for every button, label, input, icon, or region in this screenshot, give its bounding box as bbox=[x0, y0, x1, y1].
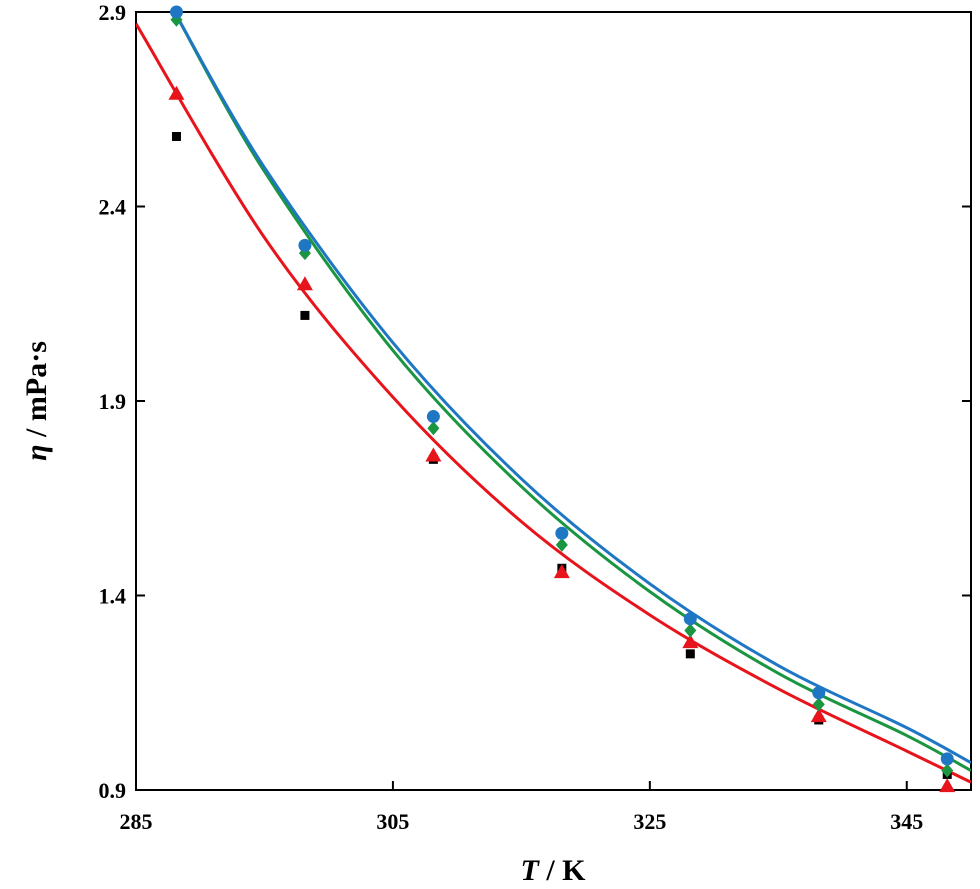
x-tick-label: 345 bbox=[890, 809, 923, 834]
axis-ticks bbox=[135, 11, 971, 791]
fit-curves bbox=[136, 12, 971, 784]
data-points bbox=[168, 5, 956, 793]
data-point-circle bbox=[298, 238, 312, 252]
data-point-triangle bbox=[810, 708, 827, 723]
data-point-diamond bbox=[555, 537, 568, 552]
data-point-triangle bbox=[296, 276, 313, 291]
data-point-diamond bbox=[684, 623, 697, 638]
fit-curve-triangle bbox=[136, 22, 971, 784]
data-point-diamond bbox=[812, 697, 825, 712]
y-tick-label: 2.4 bbox=[99, 195, 127, 220]
data-point-square bbox=[171, 131, 181, 141]
data-point-circle bbox=[940, 752, 954, 766]
x-tick-label: 285 bbox=[120, 809, 153, 834]
data-point-triangle bbox=[939, 778, 956, 793]
data-point-circle bbox=[426, 410, 440, 424]
data-point-triangle bbox=[425, 447, 442, 462]
y-tick-label: 1.9 bbox=[99, 389, 127, 414]
data-point-triangle bbox=[682, 634, 699, 649]
y-tick-label: 2.9 bbox=[99, 0, 127, 25]
fit-curve-diamond bbox=[173, 12, 971, 772]
fit-curve-circle bbox=[173, 12, 971, 765]
data-point-square bbox=[300, 310, 310, 320]
data-point-circle bbox=[555, 526, 569, 540]
y-tick-labels: 0.9 1.4 1.9 2.4 2.9 bbox=[99, 0, 127, 803]
data-point-circle bbox=[812, 686, 826, 700]
data-point-circle bbox=[169, 5, 183, 19]
data-point-square bbox=[685, 649, 695, 659]
data-point-circle bbox=[683, 612, 697, 626]
y-tick-label: 1.4 bbox=[99, 584, 127, 609]
x-tick-label: 305 bbox=[376, 809, 409, 834]
data-point-diamond bbox=[427, 421, 440, 436]
x-axis-unit: / K bbox=[539, 854, 586, 887]
plot-frame bbox=[135, 11, 972, 791]
x-axis-symbol: T bbox=[521, 854, 541, 887]
y-axis-title: η / mPa·s bbox=[20, 341, 53, 461]
y-axis-unit: / mPa·s bbox=[20, 341, 53, 444]
x-axis-title: T / K bbox=[521, 854, 587, 887]
x-tick-labels: 285 305 325 345 bbox=[120, 809, 924, 834]
data-point-diamond bbox=[941, 763, 954, 778]
y-axis-symbol: η bbox=[20, 444, 53, 460]
data-point-triangle bbox=[168, 85, 185, 100]
y-tick-label: 0.9 bbox=[99, 778, 127, 803]
x-tick-label: 325 bbox=[633, 809, 666, 834]
data-point-triangle bbox=[553, 564, 570, 579]
